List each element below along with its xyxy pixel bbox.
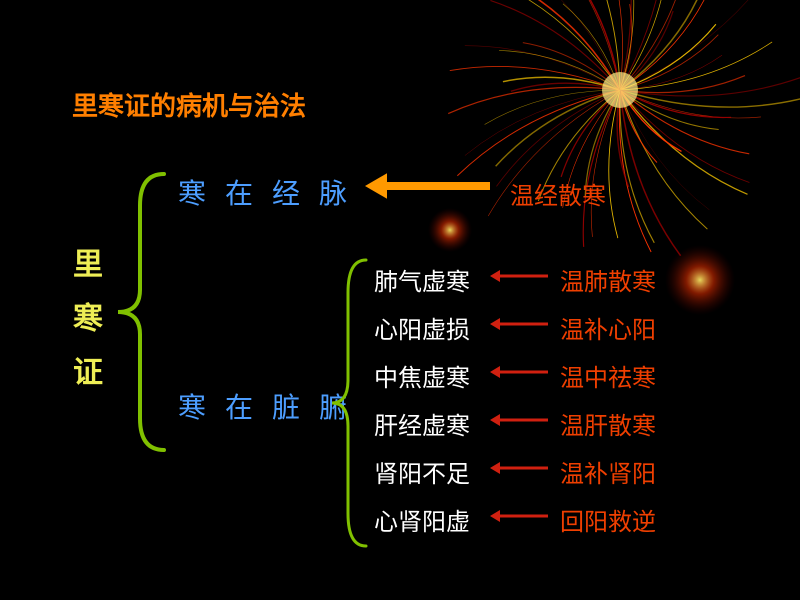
arrows-small xyxy=(0,0,800,600)
